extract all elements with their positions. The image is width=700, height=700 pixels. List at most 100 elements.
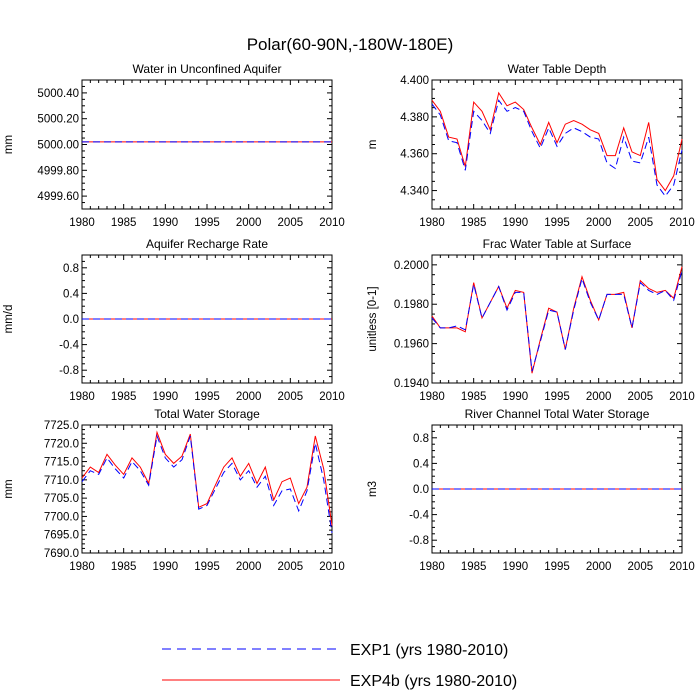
- legend-label-exp4b: EXP4b (yrs 1980-2010): [350, 673, 517, 690]
- panel-aquifer-recharge-rate: Aquifer Recharge Rate 1980 1985 1990 1995 200…: [3, 237, 345, 403]
- x-tick-label: 1995: [194, 561, 220, 573]
- y-axis-label: m: [367, 140, 379, 150]
- x-tick-label: 2010: [319, 217, 345, 229]
- x-tick-label: 2005: [628, 217, 654, 229]
- x-tick-label: 2000: [236, 561, 262, 573]
- y-tick-label: 7720.0: [44, 438, 79, 450]
- plot-frame: [81, 79, 333, 210]
- panel-water-table-depth: Water Table Depth 1980 1985 1990 1995 2000 200…: [367, 62, 695, 229]
- y-tick-label: 7725.0: [44, 420, 79, 432]
- x-tick-label: 2010: [669, 561, 695, 573]
- y-tick-label: -0.8: [59, 365, 79, 377]
- y-axis-label: mm: [3, 479, 15, 498]
- figure-title: Polar(60-90N,-180W-180E): [247, 35, 454, 54]
- x-tick-label: 1980: [69, 391, 95, 403]
- y-tick-label: 0.4: [63, 288, 80, 300]
- x-tick-label: 2010: [319, 561, 345, 573]
- y-tick-label: 7710.0: [44, 475, 79, 487]
- panel-total-water-storage: Total Water Storage 1980 1985 1990 1995 2000 2…: [3, 407, 345, 573]
- series-line-exp4b: [431, 266, 683, 374]
- x-tick-label: 1980: [69, 217, 95, 229]
- panel-title: Aquifer Recharge Rate: [146, 237, 268, 251]
- y-tick-label: -0.8: [409, 535, 429, 547]
- y-tick-label: 0.4: [413, 458, 430, 470]
- x-tick-label: 1990: [153, 391, 179, 403]
- panel-title: Water Table Depth: [508, 62, 607, 76]
- x-tick-label: 1990: [503, 561, 529, 573]
- y-axis-label: mm: [3, 135, 15, 154]
- panel-water-in-unconfined-aquifer: Water in Unconfined Aquifer 1980 1985 1990 1…: [3, 62, 345, 229]
- y-tick-label: 0.8: [413, 433, 429, 445]
- x-tick-label: 2010: [669, 217, 695, 229]
- x-tick-label: 1995: [544, 391, 570, 403]
- series-line-exp4b: [81, 430, 333, 526]
- x-tick-label: 1990: [153, 217, 179, 229]
- x-tick-label: 1995: [194, 217, 220, 229]
- x-tick-label: 1990: [153, 561, 179, 573]
- panel-frac-water-table-at-surface: Frac Water Table at Surface 1980 1985 1990 1…: [367, 237, 695, 403]
- y-tick-label: 7715.0: [44, 457, 79, 469]
- y-tick-label: 5000.40: [37, 88, 79, 100]
- panel-title: Total Water Storage: [154, 407, 260, 421]
- x-tick-label: 1980: [419, 391, 445, 403]
- series-line-exp4b: [431, 91, 683, 192]
- y-tick-label: 4.400: [400, 75, 429, 87]
- x-tick-label: 2005: [628, 391, 654, 403]
- y-tick-label: 4.360: [400, 149, 429, 161]
- x-tick-label: 2000: [586, 561, 612, 573]
- x-tick-label: 1985: [461, 561, 487, 573]
- y-tick-label: 7700.0: [44, 511, 79, 523]
- y-tick-label: 0.0: [63, 314, 79, 326]
- plot-frame: [431, 254, 683, 384]
- y-tick-label: 5000.00: [37, 140, 79, 152]
- y-tick-label: 7705.0: [44, 493, 79, 505]
- y-tick-label: 0.0: [413, 484, 429, 496]
- y-tick-label: -0.4: [59, 340, 79, 352]
- y-axis-label: unitless [0-1]: [367, 286, 379, 351]
- x-tick-label: 1985: [111, 217, 137, 229]
- panel-title: Water in Unconfined Aquifer: [133, 62, 282, 76]
- series-line-exp1: [81, 434, 333, 533]
- y-tick-label: 0.2000: [394, 260, 429, 272]
- panel-title: River Channel Total Water Storage: [465, 407, 650, 421]
- x-tick-label: 1990: [503, 391, 529, 403]
- x-tick-label: 2005: [278, 217, 304, 229]
- x-tick-label: 1985: [461, 217, 487, 229]
- x-tick-label: 1995: [544, 217, 570, 229]
- plot-frame: [431, 79, 683, 210]
- legend: EXP1 (yrs 1980-2010) EXP4b (yrs 1980-201…: [162, 642, 517, 690]
- y-tick-label: 7690.0: [44, 548, 79, 560]
- legend-label-exp1: EXP1 (yrs 1980-2010): [350, 642, 508, 659]
- x-tick-label: 1980: [419, 561, 445, 573]
- y-tick-label: 0.1980: [394, 299, 429, 311]
- x-tick-label: 1995: [544, 561, 570, 573]
- x-tick-label: 2010: [319, 391, 345, 403]
- series-line-exp1: [431, 270, 683, 372]
- x-tick-label: 1995: [194, 391, 220, 403]
- x-tick-label: 1985: [461, 391, 487, 403]
- x-tick-label: 1985: [111, 561, 137, 573]
- y-tick-label: 7695.0: [44, 530, 79, 542]
- x-tick-label: 2000: [236, 217, 262, 229]
- y-tick-label: 4.380: [400, 112, 429, 124]
- y-axis-label: mm/d: [3, 305, 15, 334]
- x-tick-label: 2005: [278, 391, 304, 403]
- y-tick-label: 0.1940: [394, 378, 429, 390]
- x-tick-label: 2000: [236, 391, 262, 403]
- y-tick-label: 5000.20: [37, 114, 79, 126]
- y-tick-label: -0.4: [409, 510, 429, 522]
- y-axis-label: m3: [367, 481, 379, 497]
- x-tick-label: 1980: [419, 217, 445, 229]
- y-tick-label: 0.1960: [394, 339, 429, 351]
- x-tick-label: 2010: [669, 391, 695, 403]
- y-tick-label: 4.340: [400, 186, 429, 198]
- y-tick-label: 0.8: [63, 263, 79, 275]
- x-tick-label: 1985: [111, 391, 137, 403]
- x-tick-label: 2000: [586, 391, 612, 403]
- x-tick-label: 2000: [586, 217, 612, 229]
- plot-frame: [81, 424, 333, 554]
- panel-title: Frac Water Table at Surface: [483, 237, 632, 251]
- y-tick-label: 4999.60: [37, 191, 79, 203]
- y-tick-label: 4999.80: [37, 165, 79, 177]
